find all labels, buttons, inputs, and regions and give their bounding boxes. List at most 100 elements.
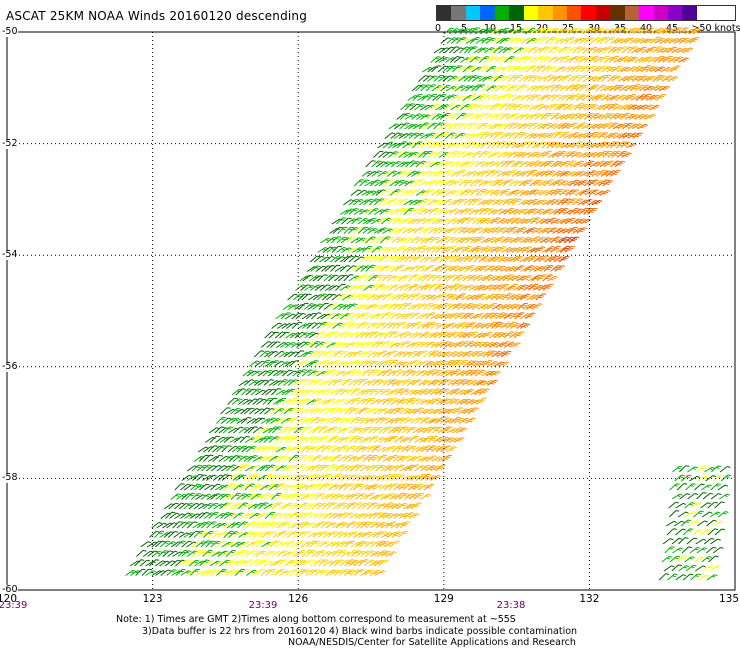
wind-barb xyxy=(367,379,378,386)
wind-barb xyxy=(201,464,212,472)
wind-barb xyxy=(579,189,590,196)
wind-barb xyxy=(393,483,405,491)
wind-barb xyxy=(486,302,498,310)
wind-barb xyxy=(568,179,580,187)
wind-barb xyxy=(264,408,275,415)
wind-barb xyxy=(523,237,535,244)
wind-barb xyxy=(652,74,664,82)
wind-barb xyxy=(207,502,219,510)
wind-barb xyxy=(360,265,372,272)
wind-barb xyxy=(300,341,311,348)
wind-barb xyxy=(436,398,447,405)
wind-barb xyxy=(669,555,681,563)
wind-barb xyxy=(376,550,388,557)
wind-barb xyxy=(298,332,310,339)
wind-barb xyxy=(481,370,493,377)
wind-barb xyxy=(426,112,438,120)
wind-barb xyxy=(485,28,496,35)
wind-barb xyxy=(304,408,315,415)
wind-barb xyxy=(449,283,460,291)
wind-barb xyxy=(477,47,489,54)
wind-barb xyxy=(480,312,491,320)
wind-barb xyxy=(612,27,623,35)
wind-barb xyxy=(450,237,462,244)
wind-barb xyxy=(235,549,247,557)
wind-barb xyxy=(531,152,543,158)
wind-barb xyxy=(382,455,394,462)
longitude-label: 120 xyxy=(0,593,18,605)
wind-barb xyxy=(700,502,711,509)
wind-barb xyxy=(533,55,544,63)
wind-barb xyxy=(476,351,488,358)
wind-barb xyxy=(391,503,403,510)
wind-barb xyxy=(364,559,375,567)
wind-barb xyxy=(368,256,380,263)
wind-barb xyxy=(320,417,331,424)
wind-barb xyxy=(271,388,282,396)
wind-barb xyxy=(318,359,330,367)
wind-barb xyxy=(260,341,272,348)
wind-barb xyxy=(498,313,510,320)
wind-barb xyxy=(302,426,313,434)
wind-barb xyxy=(497,304,509,310)
wind-barb xyxy=(377,408,389,415)
wind-barb xyxy=(388,494,400,500)
wind-barb xyxy=(519,313,531,320)
wind-barb xyxy=(360,465,371,472)
wind-barb xyxy=(359,417,371,424)
wind-barb xyxy=(349,513,360,519)
wind-barb xyxy=(381,274,393,282)
wind-barb xyxy=(499,103,510,111)
wind-barb xyxy=(487,379,498,386)
wind-barb xyxy=(667,573,678,581)
pass-time-label: 23:39 xyxy=(0,600,28,611)
wind-barb xyxy=(525,303,537,310)
wind-barb xyxy=(188,559,200,567)
wind-barb xyxy=(578,152,589,158)
wind-barb xyxy=(539,189,550,196)
wind-barb xyxy=(258,512,270,519)
wind-barb xyxy=(475,265,486,272)
wind-barb xyxy=(572,46,583,54)
wind-barb xyxy=(493,46,504,54)
wind-barb xyxy=(449,265,461,272)
wind-barb xyxy=(400,475,412,481)
wind-barb xyxy=(384,341,396,348)
wind-barb xyxy=(675,502,687,509)
wind-barb xyxy=(453,417,465,424)
wind-barb xyxy=(575,66,587,73)
wind-barb xyxy=(277,379,288,386)
wind-barb xyxy=(477,122,489,130)
wind-barb xyxy=(365,255,376,263)
wind-barb xyxy=(563,180,575,187)
wind-barb xyxy=(273,408,285,415)
wind-barb xyxy=(696,547,708,554)
wind-barb xyxy=(357,274,369,282)
wind-barb xyxy=(139,559,151,567)
wind-barb xyxy=(372,274,384,282)
wind-barb xyxy=(225,549,236,557)
wind-barb xyxy=(506,303,518,310)
wind-barb xyxy=(639,114,651,120)
wind-barb xyxy=(537,104,549,111)
wind-barb xyxy=(376,398,388,405)
wind-barb xyxy=(200,540,211,548)
wind-barb xyxy=(301,465,312,472)
wind-barb xyxy=(635,94,647,101)
wind-barb xyxy=(452,274,464,282)
wind-barb xyxy=(190,483,201,491)
wind-barb xyxy=(225,464,237,472)
wind-barb xyxy=(450,37,462,44)
wind-barb xyxy=(178,559,190,567)
wind-barb xyxy=(582,198,593,206)
wind-barb xyxy=(293,407,305,415)
wind-barb xyxy=(263,560,275,567)
wind-barb xyxy=(599,161,611,168)
wind-barb xyxy=(593,27,605,35)
wind-barb xyxy=(620,66,632,73)
wind-barb xyxy=(387,217,398,225)
wind-barb xyxy=(326,322,338,329)
wind-barb xyxy=(614,38,626,44)
wind-barb xyxy=(377,454,388,462)
wind-barb xyxy=(489,284,500,291)
